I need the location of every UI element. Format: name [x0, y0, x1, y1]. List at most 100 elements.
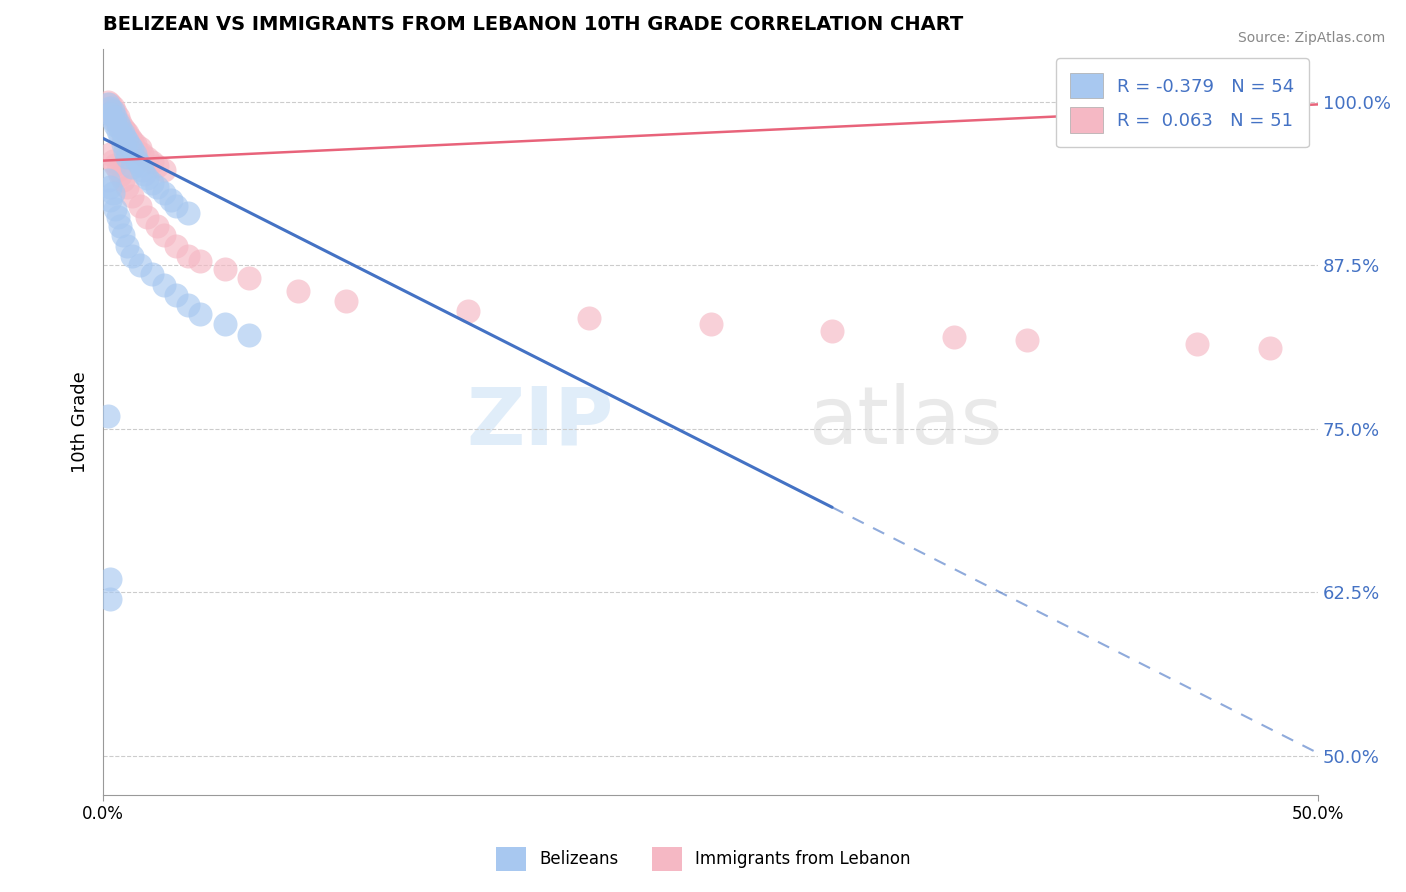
- Point: [114, 145, 136, 159]
- Point: [145, 179, 167, 194]
- Text: atlas: atlas: [808, 384, 1002, 461]
- Point: [135, 210, 157, 224]
- Point: [135, 151, 157, 165]
- Point: [111, 120, 134, 135]
- Point: [238, 327, 260, 342]
- Point: [153, 162, 176, 177]
- Point: [114, 123, 136, 137]
- Point: [141, 155, 163, 169]
- Point: [942, 330, 965, 344]
- Point: [141, 176, 163, 190]
- Point: [101, 103, 124, 118]
- Point: [1185, 336, 1208, 351]
- Y-axis label: 10th Grade: 10th Grade: [72, 371, 89, 473]
- Point: [100, 193, 122, 207]
- Point: [578, 310, 600, 325]
- Point: [111, 136, 134, 151]
- Point: [165, 199, 187, 213]
- Point: [101, 100, 124, 114]
- Legend: Belizeans, Immigrants from Lebanon: Belizeans, Immigrants from Lebanon: [488, 839, 918, 880]
- Point: [111, 228, 134, 243]
- Legend: R = -0.379   N = 54, R =  0.063   N = 51: R = -0.379 N = 54, R = 0.063 N = 51: [1056, 59, 1309, 147]
- Point: [118, 139, 141, 153]
- Point: [111, 173, 134, 187]
- Point: [457, 304, 479, 318]
- Point: [107, 111, 129, 125]
- Point: [100, 97, 122, 112]
- Point: [104, 111, 127, 125]
- Point: [97, 97, 120, 112]
- Point: [121, 160, 143, 174]
- Point: [153, 277, 176, 292]
- Point: [100, 591, 122, 606]
- Point: [1185, 95, 1208, 109]
- Text: Source: ZipAtlas.com: Source: ZipAtlas.com: [1237, 31, 1385, 45]
- Point: [153, 228, 176, 243]
- Point: [145, 159, 167, 173]
- Point: [131, 147, 153, 161]
- Point: [100, 179, 122, 194]
- Point: [127, 145, 149, 159]
- Point: [101, 108, 124, 122]
- Point: [165, 238, 187, 252]
- Point: [118, 131, 141, 145]
- Point: [108, 116, 131, 130]
- Point: [699, 317, 721, 331]
- Text: BELIZEAN VS IMMIGRANTS FROM LEBANON 10TH GRADE CORRELATION CHART: BELIZEAN VS IMMIGRANTS FROM LEBANON 10TH…: [103, 15, 963, 34]
- Point: [108, 168, 131, 182]
- Point: [101, 186, 124, 201]
- Point: [107, 123, 129, 137]
- Point: [97, 409, 120, 423]
- Point: [117, 238, 139, 252]
- Point: [121, 249, 143, 263]
- Point: [160, 193, 183, 207]
- Point: [121, 134, 143, 148]
- Point: [100, 147, 122, 161]
- Point: [177, 297, 200, 311]
- Point: [100, 103, 122, 117]
- Point: [141, 268, 163, 282]
- Point: [214, 317, 236, 331]
- Text: ZIP: ZIP: [467, 384, 613, 461]
- Point: [131, 162, 153, 177]
- Point: [153, 186, 176, 201]
- Point: [165, 288, 187, 302]
- Point: [117, 179, 139, 194]
- Point: [108, 128, 131, 143]
- Point: [100, 572, 122, 586]
- Point: [1015, 333, 1038, 347]
- Point: [107, 116, 129, 130]
- Point: [104, 202, 127, 216]
- Point: [114, 131, 136, 145]
- Point: [188, 254, 211, 268]
- Point: [121, 189, 143, 203]
- Point: [124, 136, 146, 151]
- Point: [821, 324, 844, 338]
- Point: [145, 219, 167, 233]
- Point: [108, 219, 131, 233]
- Point: [177, 206, 200, 220]
- Point: [135, 170, 157, 185]
- Point: [128, 140, 150, 154]
- Point: [335, 293, 357, 308]
- Point: [100, 106, 122, 120]
- Point: [188, 307, 211, 321]
- Point: [214, 262, 236, 277]
- Point: [104, 157, 127, 171]
- Point: [177, 249, 200, 263]
- Point: [108, 120, 131, 135]
- Point: [107, 118, 129, 132]
- Point: [97, 95, 120, 109]
- Point: [111, 126, 134, 140]
- Point: [111, 128, 134, 143]
- Point: [124, 147, 146, 161]
- Point: [101, 153, 124, 168]
- Point: [97, 173, 120, 187]
- Point: [101, 113, 124, 128]
- Point: [107, 162, 129, 177]
- Point: [238, 271, 260, 285]
- Point: [134, 167, 156, 181]
- Point: [128, 199, 150, 213]
- Point: [104, 113, 127, 128]
- Point: [104, 118, 127, 132]
